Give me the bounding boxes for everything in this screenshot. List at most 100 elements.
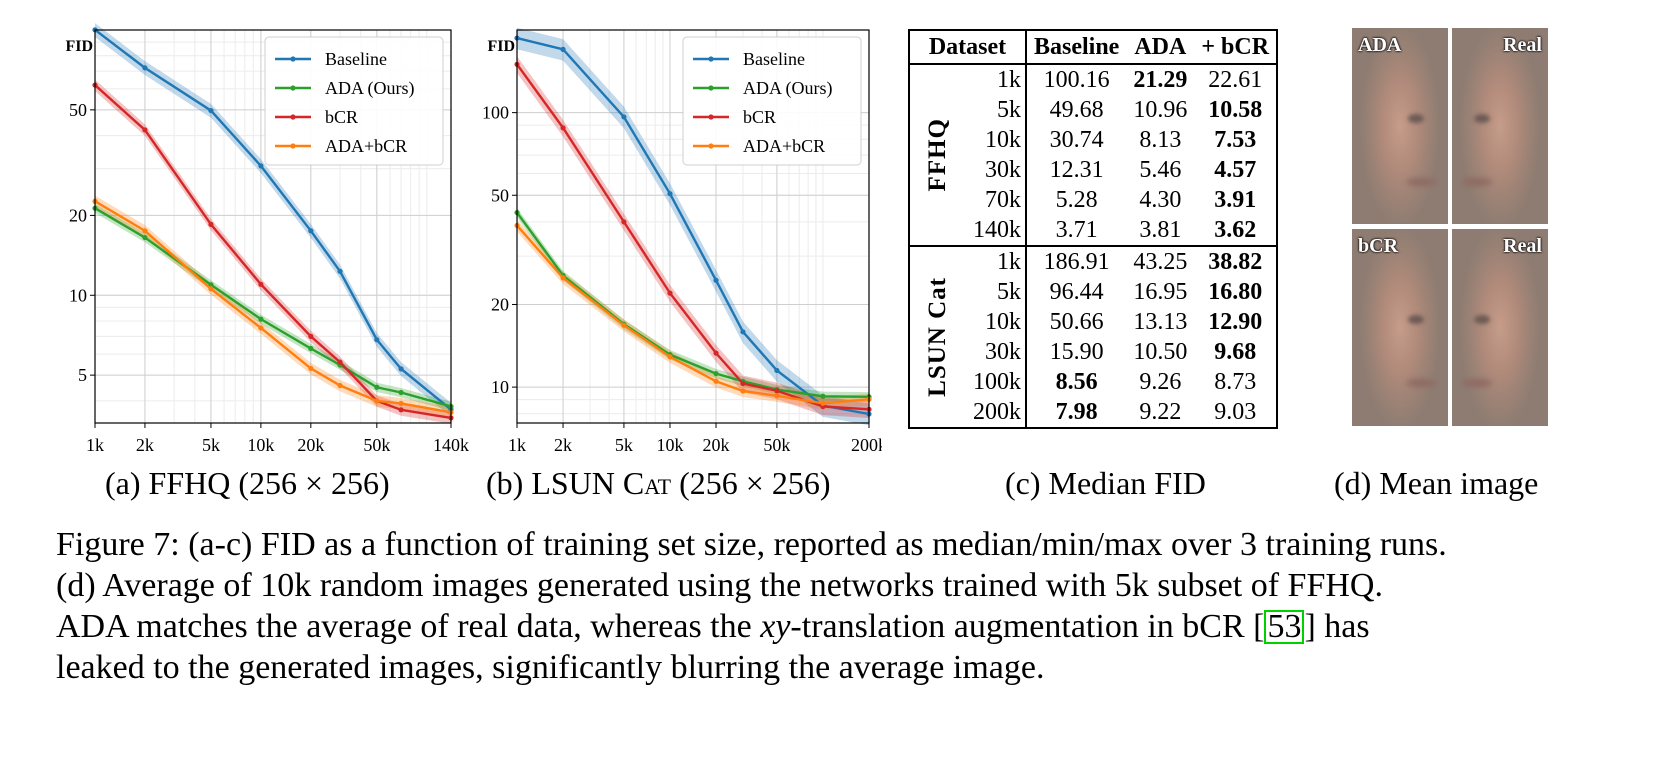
median-fid-table: Dataset Baseline ADA + bCR FFHQ 1k 100.16 21.29… (908, 29, 1278, 429)
y-axis-label: FID (487, 38, 515, 55)
series-line (95, 201, 451, 412)
fid-value: 5.46 (1126, 155, 1194, 185)
data-point (142, 235, 147, 240)
x-tick-label: 140k (433, 435, 469, 455)
data-point (398, 366, 403, 371)
legend-marker (290, 85, 295, 90)
x-tick-label: 2k (136, 435, 154, 455)
fid-value: 21.29 (1126, 64, 1194, 95)
fid-value: 49.68 (1026, 95, 1126, 125)
data-point (308, 334, 313, 339)
data-point (208, 222, 213, 227)
fid-value: 8.56 (1026, 367, 1126, 397)
mean-image-real-bottom: Real (1452, 229, 1548, 426)
subcaption-a: (a) FFHQ (256 × 256) (105, 465, 390, 502)
fid-value: 7.53 (1194, 125, 1277, 155)
data-point (258, 317, 263, 322)
data-point (142, 228, 147, 233)
training-set-size: 30k (966, 155, 1026, 185)
table-header-cell: Dataset (909, 30, 1026, 64)
x-tick-label: 5k (202, 435, 220, 455)
fid-value: 9.68 (1194, 337, 1277, 367)
data-point (713, 351, 718, 356)
table-header-row: Dataset Baseline ADA + bCR (909, 30, 1277, 64)
fid-value: 50.66 (1026, 307, 1126, 337)
fid-value: 22.61 (1194, 64, 1277, 95)
data-point (621, 323, 626, 328)
training-set-size: 10k (966, 125, 1026, 155)
fid-value: 10.58 (1194, 95, 1277, 125)
y-tick-label: 20 (69, 205, 87, 225)
fid-value: 3.62 (1194, 215, 1277, 246)
subcaption-b: (b) LSUN Cat (256 × 256) (486, 465, 830, 502)
y-tick-label: 10 (69, 285, 87, 305)
legend-marker (708, 143, 713, 148)
data-point (820, 394, 825, 399)
fid-value: 4.57 (1194, 155, 1277, 185)
table-row: FFHQ 1k 100.16 21.29 22.61 (909, 64, 1277, 95)
legend: Baseline ADA (Ours) bCR ADA+bCR (683, 37, 861, 165)
y-tick-label: 5 (78, 365, 87, 385)
data-point (713, 278, 718, 283)
mean-image-real-top: Real (1452, 28, 1548, 224)
training-set-size: 140k (966, 215, 1026, 246)
legend-label: bCR (743, 107, 776, 127)
fid-value: 7.98 (1026, 397, 1126, 428)
mean-image-label: Real (1503, 235, 1542, 258)
dataset-group-label: LSUN Cat (909, 246, 966, 428)
data-point (398, 401, 403, 406)
training-set-size: 30k (966, 337, 1026, 367)
data-point (374, 337, 379, 342)
fid-value: 9.22 (1126, 397, 1194, 428)
data-point (667, 191, 672, 196)
fid-value: 13.13 (1126, 307, 1194, 337)
data-point (560, 275, 565, 280)
y-tick-label: 50 (491, 185, 509, 205)
caption-line: leaked to the generated images, signific… (56, 647, 1611, 688)
x-tick-label: 5k (615, 435, 633, 455)
data-point (337, 359, 342, 364)
mean-image-label: Real (1503, 34, 1542, 57)
fid-value: 9.26 (1126, 367, 1194, 397)
data-point (258, 282, 263, 287)
fid-value: 9.03 (1194, 397, 1277, 428)
data-point (713, 371, 718, 376)
y-axis-label: FID (65, 38, 93, 55)
training-set-size: 5k (966, 277, 1026, 307)
fid-value: 3.71 (1026, 215, 1126, 246)
caption-line: (d) Average of 10k random images generat… (56, 565, 1611, 606)
mean-image-label: ADA (1358, 34, 1401, 57)
data-point (621, 219, 626, 224)
fid-value: 16.80 (1194, 277, 1277, 307)
fid-value: 43.25 (1126, 246, 1194, 277)
fid-value: 8.13 (1126, 125, 1194, 155)
y-tick-label: 10 (491, 377, 509, 397)
x-tick-label: 10k (247, 435, 274, 455)
data-point (774, 388, 779, 393)
fid-value: 38.82 (1194, 246, 1277, 277)
fid-value: 186.91 (1026, 246, 1126, 277)
data-point (142, 65, 147, 70)
x-tick-label: 50k (363, 435, 390, 455)
data-point (308, 366, 313, 371)
table-header-cell: + bCR (1194, 30, 1277, 64)
data-point (337, 269, 342, 274)
training-set-size: 200k (966, 397, 1026, 428)
legend-label: Baseline (325, 49, 387, 69)
training-set-size: 1k (966, 64, 1026, 95)
data-point (560, 47, 565, 52)
x-tick-label: 1k (86, 435, 104, 455)
x-tick-label: 50k (763, 435, 790, 455)
fid-value: 3.91 (1194, 185, 1277, 215)
data-point (374, 398, 379, 403)
fid-value: 12.90 (1194, 307, 1277, 337)
legend-label: ADA+bCR (743, 136, 825, 156)
training-set-size: 5k (966, 95, 1026, 125)
x-tick-label: 20k (297, 435, 324, 455)
data-point (820, 401, 825, 406)
x-tick-label: 1k (508, 435, 526, 455)
fid-value: 12.31 (1026, 155, 1126, 185)
table-header-cell: Baseline (1026, 30, 1126, 64)
data-point (621, 114, 626, 119)
citation-link[interactable]: 53 (1264, 610, 1304, 644)
